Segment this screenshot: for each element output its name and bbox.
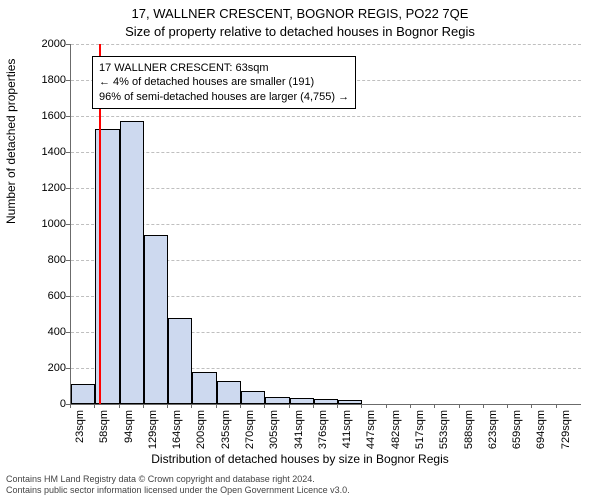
ytick-label: 0 — [26, 398, 66, 410]
bar — [144, 235, 168, 404]
xtick-mark — [70, 404, 71, 408]
gridline — [71, 152, 581, 153]
ytick-label: 800 — [26, 254, 66, 266]
xtick-label: 200sqm — [195, 410, 207, 458]
bar — [338, 400, 362, 405]
xtick-label: 270sqm — [244, 410, 256, 458]
xtick-label: 517sqm — [414, 410, 426, 458]
chart-title-line2: Size of property relative to detached ho… — [0, 24, 600, 39]
gridline — [71, 44, 581, 45]
bar — [241, 391, 265, 404]
xtick-label: 553sqm — [438, 410, 450, 458]
ytick-mark — [66, 368, 70, 369]
bar — [290, 398, 314, 404]
xtick-label: 411sqm — [341, 410, 353, 458]
bar — [192, 372, 216, 404]
xtick-mark — [556, 404, 557, 408]
xtick-label: 659sqm — [511, 410, 523, 458]
ytick-mark — [66, 152, 70, 153]
ytick-mark — [66, 296, 70, 297]
xtick-label: 235sqm — [220, 410, 232, 458]
xtick-mark — [483, 404, 484, 408]
xtick-mark — [191, 404, 192, 408]
annotation-line3: 96% of semi-detached houses are larger (… — [99, 90, 349, 104]
annotation-box: 17 WALLNER CRESCENT: 63sqm ← 4% of detac… — [92, 56, 356, 109]
xtick-label: 729sqm — [560, 410, 572, 458]
xtick-mark — [216, 404, 217, 408]
xtick-label: 447sqm — [365, 410, 377, 458]
xtick-mark — [119, 404, 120, 408]
xtick-mark — [264, 404, 265, 408]
gridline — [71, 224, 581, 225]
annotation-line2: ← 4% of detached houses are smaller (191… — [99, 75, 349, 89]
xtick-mark — [386, 404, 387, 408]
xtick-mark — [337, 404, 338, 408]
xtick-label: 482sqm — [390, 410, 402, 458]
xtick-mark — [143, 404, 144, 408]
xtick-label: 58sqm — [98, 410, 110, 458]
chart-container: { "title_line1": "17, WALLNER CRESCENT, … — [0, 0, 600, 500]
xtick-label: 23sqm — [74, 410, 86, 458]
ytick-label: 1600 — [26, 110, 66, 122]
footer-line2: Contains public sector information licen… — [6, 485, 350, 496]
ytick-mark — [66, 116, 70, 117]
xtick-label: 129sqm — [147, 410, 159, 458]
ytick-label: 1000 — [26, 218, 66, 230]
xtick-mark — [410, 404, 411, 408]
xtick-mark — [459, 404, 460, 408]
annotation-line1: 17 WALLNER CRESCENT: 63sqm — [99, 61, 349, 75]
ytick-label: 1200 — [26, 182, 66, 194]
ytick-label: 400 — [26, 326, 66, 338]
xtick-mark — [240, 404, 241, 408]
chart-title-line1: 17, WALLNER CRESCENT, BOGNOR REGIS, PO22… — [0, 6, 600, 21]
ytick-label: 600 — [26, 290, 66, 302]
xtick-label: 376sqm — [317, 410, 329, 458]
y-axis-label: Number of detached properties — [4, 59, 18, 224]
bar — [217, 381, 241, 404]
bar — [168, 318, 192, 404]
xtick-mark — [289, 404, 290, 408]
ytick-label: 1800 — [26, 74, 66, 86]
bar — [71, 384, 95, 404]
ytick-label: 200 — [26, 362, 66, 374]
ytick-label: 1400 — [26, 146, 66, 158]
bar — [120, 121, 144, 404]
gridline — [71, 116, 581, 117]
ytick-mark — [66, 80, 70, 81]
xtick-label: 341sqm — [293, 410, 305, 458]
xtick-mark — [434, 404, 435, 408]
footer-attribution: Contains HM Land Registry data © Crown c… — [6, 474, 350, 496]
xtick-mark — [531, 404, 532, 408]
xtick-mark — [361, 404, 362, 408]
ytick-mark — [66, 44, 70, 45]
gridline — [71, 188, 581, 189]
xtick-mark — [167, 404, 168, 408]
ytick-mark — [66, 260, 70, 261]
bar — [265, 397, 289, 404]
xtick-label: 588sqm — [463, 410, 475, 458]
ytick-mark — [66, 332, 70, 333]
bar — [314, 399, 338, 404]
footer-line1: Contains HM Land Registry data © Crown c… — [6, 474, 350, 485]
ytick-label: 2000 — [26, 38, 66, 50]
xtick-label: 164sqm — [171, 410, 183, 458]
xtick-label: 305sqm — [268, 410, 280, 458]
xtick-label: 694sqm — [535, 410, 547, 458]
xtick-label: 94sqm — [123, 410, 135, 458]
xtick-mark — [507, 404, 508, 408]
xtick-label: 623sqm — [487, 410, 499, 458]
ytick-mark — [66, 188, 70, 189]
xtick-mark — [313, 404, 314, 408]
ytick-mark — [66, 224, 70, 225]
xtick-mark — [94, 404, 95, 408]
